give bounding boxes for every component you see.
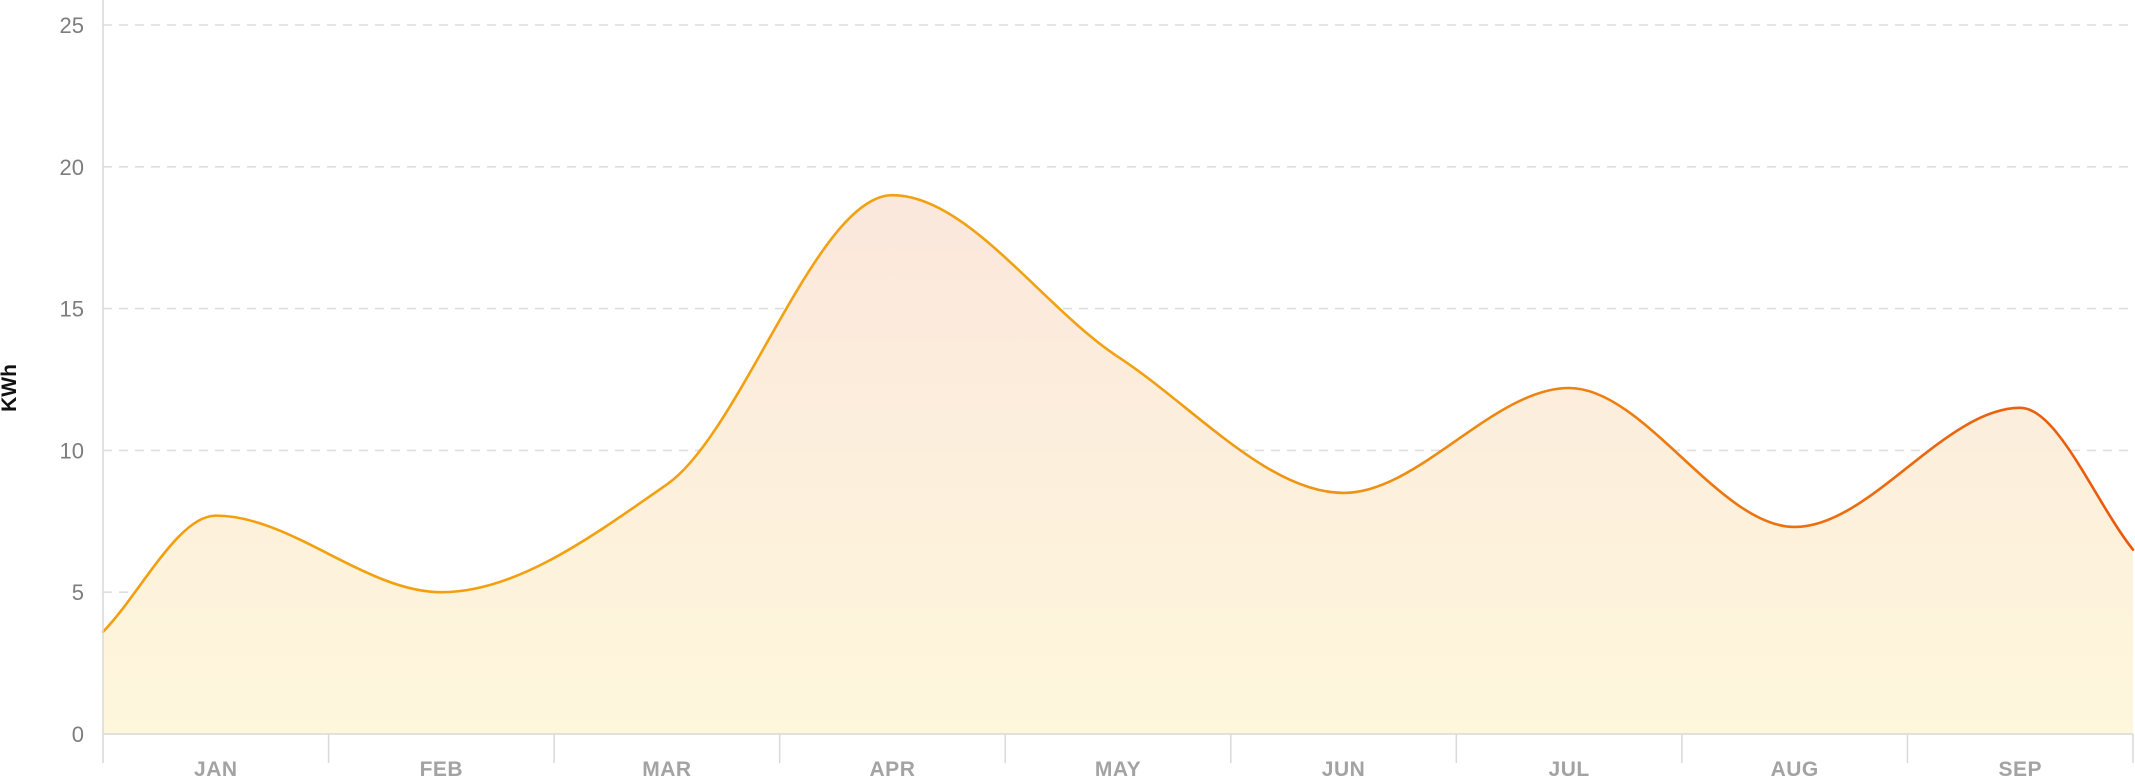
x-tick-label: JUL — [1549, 758, 1590, 777]
x-tick-label: APR — [870, 758, 916, 777]
y-tick-label: 10 — [60, 438, 84, 463]
y-tick-label: 5 — [72, 580, 84, 605]
data-point — [1115, 354, 1121, 360]
data-point — [438, 589, 444, 595]
data-point — [1341, 490, 1347, 496]
data-point — [2017, 405, 2023, 411]
series-line — [101, 193, 2135, 634]
x-tick-label: FEB — [420, 758, 464, 777]
data-point — [664, 481, 670, 487]
x-tick-label: MAR — [642, 758, 691, 777]
y-tick-label: 15 — [60, 297, 84, 322]
area-fill — [103, 195, 2133, 734]
data-point — [213, 513, 219, 519]
y-axis-title: KWh — [0, 364, 21, 412]
y-tick-label: 0 — [72, 722, 84, 747]
x-tick-label: SEP — [1998, 758, 2042, 777]
area-series — [101, 192, 2135, 734]
y-tick-label: 25 — [60, 13, 84, 38]
axes — [102, 0, 2133, 735]
x-tick-label: MAY — [1095, 758, 1141, 777]
data-point — [889, 192, 895, 198]
y-tick-label: 20 — [60, 155, 84, 180]
data-point — [1566, 385, 1572, 391]
data-point — [1792, 524, 1798, 530]
x-tick-label: JUN — [1322, 758, 1366, 777]
x-axis-ticks: JAN FEB MAR APR MAY JUN JUL AUG SEP — [102, 734, 2134, 777]
y-axis-ticks: 0 5 10 15 20 25 — [60, 13, 84, 747]
x-tick-label: JAN — [194, 758, 238, 777]
x-tick-label: AUG — [1771, 758, 1819, 777]
